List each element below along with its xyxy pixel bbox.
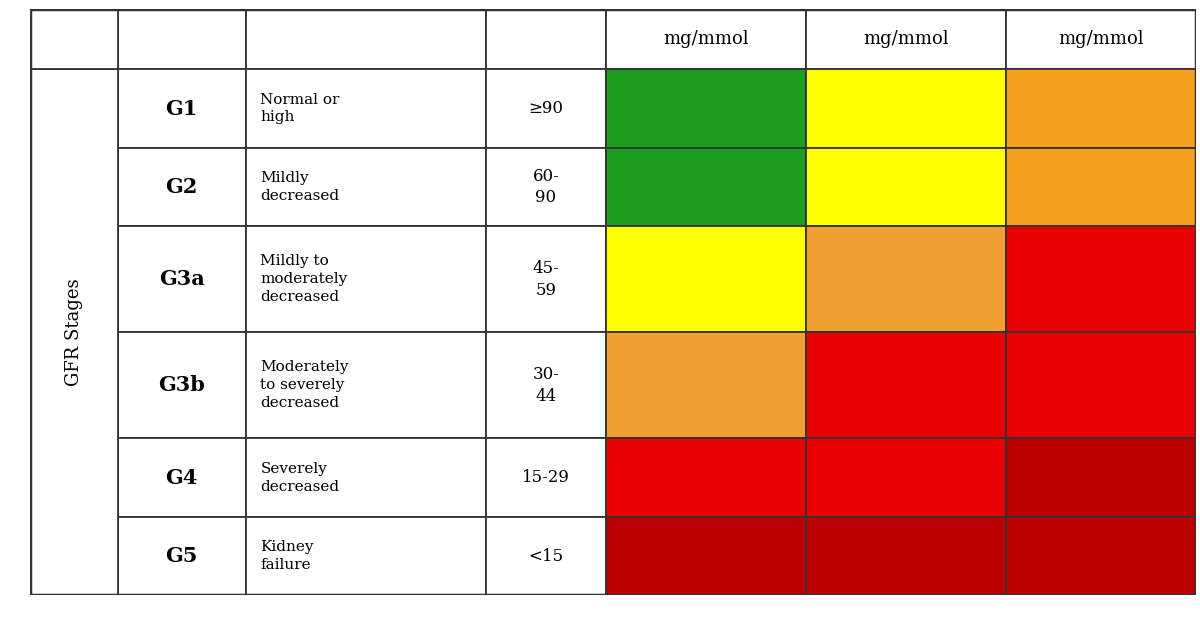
- Bar: [486, 333, 606, 438]
- Bar: [806, 148, 1006, 226]
- Bar: [30, 69, 118, 595]
- Text: G3b: G3b: [158, 375, 205, 395]
- Bar: [246, 69, 486, 148]
- Text: <15: <15: [528, 547, 564, 564]
- Bar: [30, 438, 118, 517]
- Text: mg/mmol: mg/mmol: [664, 30, 749, 49]
- Bar: [30, 226, 118, 333]
- Bar: [30, 517, 118, 595]
- Bar: [246, 333, 486, 438]
- Bar: [606, 69, 806, 148]
- Bar: [0, 0, 1200, 9]
- Bar: [606, 226, 806, 333]
- Text: Normal or
high: Normal or high: [260, 93, 340, 125]
- Text: 30-
44: 30- 44: [533, 366, 559, 404]
- Bar: [1006, 517, 1196, 595]
- Bar: [1006, 226, 1196, 333]
- Text: G4: G4: [166, 467, 198, 488]
- Text: ≥90: ≥90: [528, 100, 564, 117]
- Bar: [486, 438, 606, 517]
- Bar: [118, 517, 246, 595]
- Text: G2: G2: [166, 177, 198, 197]
- Text: G1: G1: [166, 98, 198, 118]
- Bar: [1006, 148, 1196, 226]
- Bar: [806, 517, 1006, 595]
- Bar: [30, 333, 118, 438]
- Bar: [30, 9, 118, 69]
- Bar: [1006, 9, 1196, 69]
- Bar: [246, 226, 486, 333]
- Text: G5: G5: [166, 546, 198, 566]
- Bar: [0, 595, 1200, 630]
- Bar: [606, 148, 806, 226]
- Bar: [606, 517, 806, 595]
- Text: Mildly
decreased: Mildly decreased: [260, 171, 340, 203]
- Bar: [246, 148, 486, 226]
- Bar: [118, 438, 246, 517]
- Bar: [30, 69, 118, 148]
- Text: 15-29: 15-29: [522, 469, 570, 486]
- Bar: [806, 333, 1006, 438]
- Bar: [486, 148, 606, 226]
- Bar: [486, 69, 606, 148]
- Text: 60-
90: 60- 90: [533, 168, 559, 207]
- Text: Moderately
to severely
decreased: Moderately to severely decreased: [260, 360, 349, 410]
- Bar: [806, 226, 1006, 333]
- Bar: [246, 9, 486, 69]
- Text: Kidney
failure: Kidney failure: [260, 540, 314, 572]
- Bar: [118, 9, 246, 69]
- Bar: [1006, 438, 1196, 517]
- Bar: [606, 438, 806, 517]
- Text: Severely
decreased: Severely decreased: [260, 462, 340, 493]
- Bar: [806, 9, 1006, 69]
- Bar: [1196, 0, 1200, 630]
- Bar: [606, 9, 806, 69]
- Bar: [1006, 333, 1196, 438]
- Bar: [1006, 69, 1196, 148]
- Bar: [806, 438, 1006, 517]
- Bar: [30, 9, 118, 69]
- Bar: [246, 438, 486, 517]
- Bar: [0, 0, 30, 630]
- Text: mg/mmol: mg/mmol: [1058, 30, 1144, 49]
- Bar: [806, 69, 1006, 148]
- Text: G3a: G3a: [158, 270, 205, 289]
- Bar: [486, 226, 606, 333]
- Bar: [246, 517, 486, 595]
- Bar: [30, 148, 118, 226]
- Bar: [486, 517, 606, 595]
- Text: GFR Stages: GFR Stages: [65, 278, 83, 386]
- Bar: [118, 333, 246, 438]
- Text: Mildly to
moderately
decreased: Mildly to moderately decreased: [260, 255, 348, 304]
- Bar: [606, 333, 806, 438]
- Text: 45-
59: 45- 59: [533, 260, 559, 299]
- Bar: [118, 226, 246, 333]
- Text: mg/mmol: mg/mmol: [863, 30, 949, 49]
- Bar: [486, 9, 606, 69]
- Bar: [118, 69, 246, 148]
- Bar: [118, 148, 246, 226]
